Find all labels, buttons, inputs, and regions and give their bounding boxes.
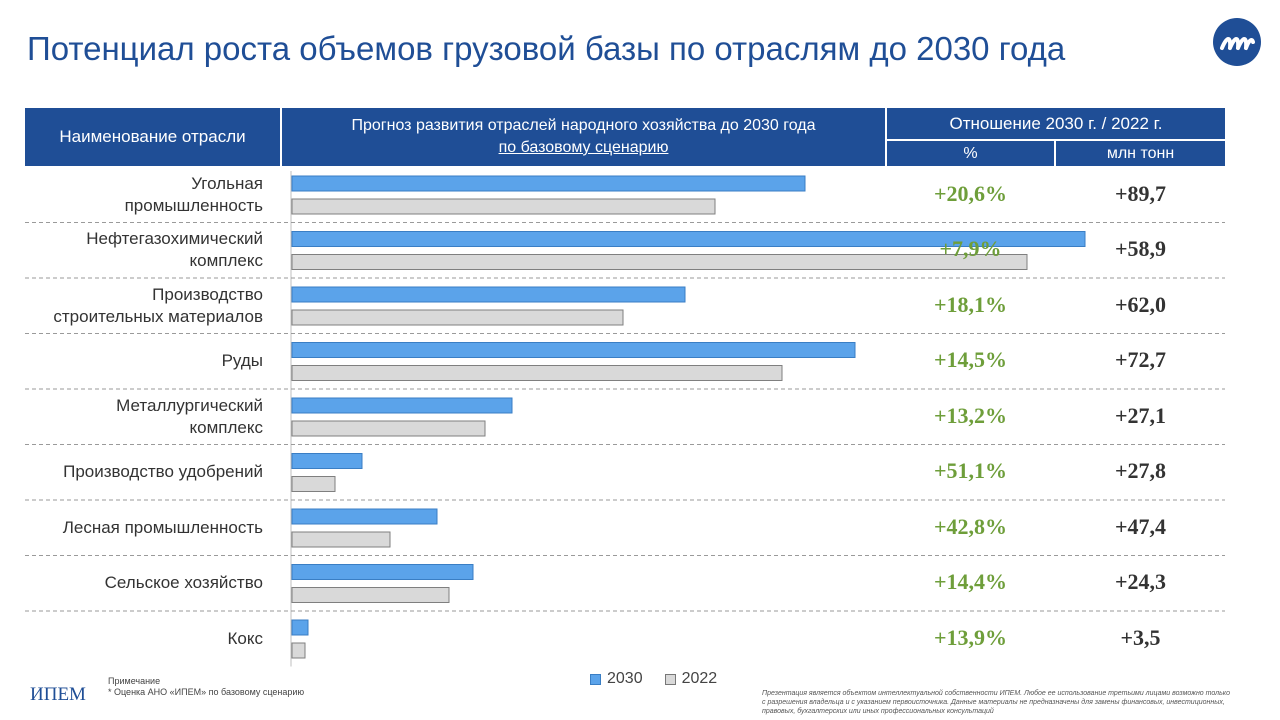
bar-2030 bbox=[291, 397, 513, 414]
mln-tonnes-change: +58,9 bbox=[1114, 236, 1167, 262]
legend-label-2030: 2030 bbox=[607, 670, 643, 687]
footer-note-title: Примечание bbox=[108, 676, 161, 686]
category-label: Угольная промышленность bbox=[25, 173, 263, 217]
category-label-line: комплекс bbox=[189, 251, 263, 271]
percent-change: +13,9% bbox=[933, 624, 1008, 650]
category-label: Сельское хозяйство bbox=[25, 572, 263, 594]
header-mln-tonnes: млн тонн bbox=[1056, 141, 1225, 166]
mln-tonnes-change: +24,3 bbox=[1114, 569, 1167, 595]
chart-legend: 2030 2022 bbox=[590, 670, 717, 688]
percent-change: +20,6% bbox=[933, 180, 1008, 206]
disclaimer: Презентация является объектом интеллекту… bbox=[762, 690, 1230, 715]
bar-2022 bbox=[291, 365, 783, 381]
category-label-line: Кокс bbox=[227, 628, 264, 648]
percent-change: +14,4% bbox=[933, 569, 1008, 595]
bar-2022 bbox=[291, 531, 391, 548]
bar-2030 bbox=[291, 564, 474, 580]
category-label-line: Угольная bbox=[191, 173, 263, 193]
category-label-line: Руды bbox=[221, 351, 263, 371]
bar-2022 bbox=[291, 476, 336, 492]
header-ratio: Отношение 2030 г. / 2022 г. bbox=[887, 108, 1225, 139]
ipem-wave-logo-icon bbox=[1213, 18, 1261, 66]
category-label-line: строительных материалов bbox=[53, 306, 263, 326]
category-label-line: комплекс bbox=[189, 417, 263, 437]
bar-2022 bbox=[291, 587, 450, 603]
bar-2030 bbox=[291, 342, 856, 358]
category-label: Лесная промышленность bbox=[25, 517, 263, 539]
percent-change: +51,1% bbox=[933, 458, 1008, 484]
footer-brand: ИПЕМ bbox=[30, 684, 86, 705]
legend-swatch-2030 bbox=[590, 673, 601, 685]
footer-note: Примечание * Оценка АНО «ИПЕМ» по базово… bbox=[108, 676, 304, 698]
category-label: Производство строительных материалов bbox=[25, 284, 263, 328]
category-label: Производство удобрений bbox=[25, 461, 263, 483]
header-percent: % bbox=[887, 141, 1054, 166]
bar-2030 bbox=[291, 619, 309, 636]
percent-change: +7,9% bbox=[939, 236, 1002, 262]
header-forecast: Прогноз развития отраслей народного хозя… bbox=[282, 108, 885, 166]
bar-2022 bbox=[291, 309, 624, 326]
category-label-line: Нефтегазохимический bbox=[86, 229, 263, 249]
bar-2030 bbox=[291, 175, 806, 192]
footer-note-text: * Оценка АНО «ИПЕМ» по базовому сценарию bbox=[108, 687, 305, 697]
mln-tonnes-change: +3,5 bbox=[1120, 624, 1161, 650]
category-label-line: Лесная промышленность bbox=[62, 517, 263, 537]
bar-2030 bbox=[291, 286, 686, 303]
bar-2022 bbox=[291, 254, 1028, 270]
header-forecast-line1: Прогноз развития отраслей народного хозя… bbox=[351, 117, 816, 134]
category-label-line: Производство удобрений bbox=[63, 462, 263, 482]
mln-tonnes-change: +47,4 bbox=[1114, 513, 1167, 539]
mln-tonnes-change: +72,7 bbox=[1114, 347, 1167, 373]
mln-tonnes-change: +62,0 bbox=[1114, 291, 1167, 317]
category-label: Металлургический комплекс bbox=[25, 395, 263, 439]
bar-2030 bbox=[291, 231, 1086, 247]
category-label: Руды bbox=[25, 350, 263, 372]
percent-change: +18,1% bbox=[933, 291, 1008, 317]
bar-2022 bbox=[291, 642, 306, 659]
category-label-line: Металлургический bbox=[116, 395, 263, 415]
legend-swatch-2022 bbox=[664, 673, 676, 685]
bar-2030 bbox=[291, 508, 438, 525]
legend-label-2022: 2022 bbox=[681, 670, 718, 687]
page-title: Потенциал роста объемов грузовой базы по… bbox=[27, 30, 1066, 67]
category-label-line: Производство bbox=[152, 284, 263, 304]
category-label-line: промышленность bbox=[124, 195, 263, 215]
category-label: Кокс bbox=[25, 628, 264, 650]
mln-tonnes-change: +89,7 bbox=[1114, 180, 1167, 206]
percent-change: +14,5% bbox=[933, 347, 1008, 373]
mln-tonnes-change: +27,8 bbox=[1114, 458, 1167, 484]
category-label: Нефтегазохимический комплекс bbox=[25, 228, 263, 272]
bar-2022 bbox=[291, 198, 716, 215]
percent-change: +42,8% bbox=[933, 513, 1008, 539]
bar-2022 bbox=[291, 420, 486, 437]
mln-tonnes-change: +27,1 bbox=[1114, 402, 1167, 428]
header-forecast-line2: по базовому сценарию bbox=[498, 139, 669, 156]
header-industry-name: Наименование отрасли bbox=[25, 108, 280, 166]
category-label-line: Сельское хозяйство bbox=[104, 573, 263, 593]
bar-2030 bbox=[291, 453, 363, 469]
percent-change: +13,2% bbox=[933, 402, 1008, 428]
